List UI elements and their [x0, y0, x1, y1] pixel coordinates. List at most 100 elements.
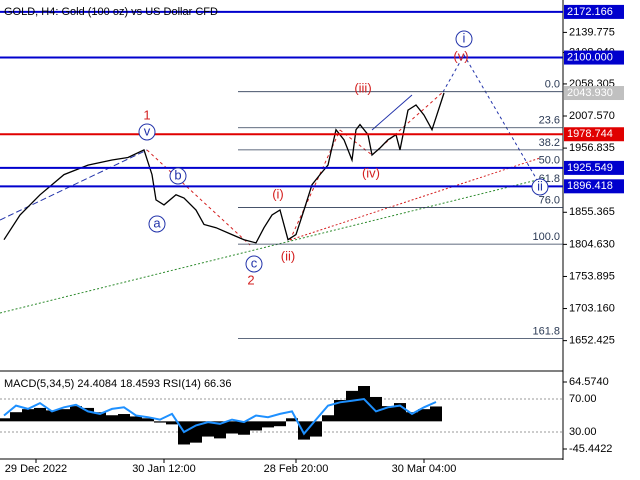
macd-bar — [46, 410, 58, 422]
wave-circle — [169, 167, 187, 185]
macd-bar — [202, 421, 214, 437]
macd-bar — [226, 421, 238, 434]
price-label: 2172.166 — [567, 6, 613, 18]
macd-bar — [262, 421, 274, 428]
y2-tick-label: 30.00 — [569, 426, 597, 438]
macd-bar — [310, 421, 322, 437]
projection-line — [442, 53, 541, 186]
price-label-box — [564, 4, 624, 19]
price-label-box — [564, 127, 624, 142]
macd-bar — [0, 418, 10, 422]
macd-bar — [286, 418, 298, 422]
wave-label: a — [153, 215, 161, 230]
macd-bar — [322, 415, 334, 422]
chart-title: GOLD, H4: Gold (100 oz) vs US Dollar CFD — [4, 6, 218, 18]
macd-bar — [250, 421, 262, 431]
wave-circle — [531, 178, 549, 196]
y-tick-label: 2007.570 — [569, 110, 615, 122]
price-label-box — [564, 50, 624, 65]
wave-label: v — [144, 123, 151, 138]
macd-bar — [34, 407, 46, 422]
macd-bar — [70, 406, 82, 422]
wave-line — [371, 91, 444, 156]
x-tick-label: 28 Feb 20:00 — [264, 463, 329, 475]
fib-label: 50.0 — [539, 155, 560, 167]
macd-bar — [154, 421, 166, 423]
wave-line — [289, 129, 341, 241]
macd-bar — [94, 412, 106, 422]
wave-label: (v) — [453, 48, 468, 63]
fib-label: 76.0 — [539, 194, 560, 206]
wave-label: b — [174, 167, 181, 182]
wave-label: 2 — [247, 272, 254, 287]
macd-bar — [238, 421, 250, 435]
macd-bar — [106, 415, 118, 422]
y-tick-label: 1652.425 — [569, 335, 615, 347]
macd-bar — [358, 386, 370, 422]
macd-bar — [418, 409, 430, 422]
price-label-box — [564, 86, 624, 101]
wave-circle — [138, 123, 156, 141]
macd-bar — [382, 406, 394, 422]
y-tick-label: 1855.365 — [569, 206, 615, 218]
wave-label: (iii) — [354, 80, 371, 95]
macd-bar — [370, 396, 382, 422]
wave-circle — [245, 255, 263, 273]
macd-bar — [334, 400, 346, 422]
y-tick-label: 64.5740 — [569, 376, 609, 388]
wave-label: (i) — [272, 186, 284, 201]
trend-line — [0, 149, 148, 221]
rsi-line — [3, 397, 437, 436]
macd-bar — [10, 412, 22, 422]
channel-line — [371, 94, 413, 131]
macd-bar — [298, 421, 310, 440]
y-tick-label: 2139.775 — [569, 26, 615, 38]
price-label: 2043.930 — [567, 87, 613, 99]
fib-label: 100.0 — [532, 231, 560, 243]
wave-label: 1 — [143, 107, 150, 122]
macd-bar — [406, 412, 418, 422]
y2-tick-label: 70.00 — [569, 393, 597, 405]
wave-label: ii — [537, 178, 543, 193]
trend-line — [0, 177, 546, 314]
macd-bar — [166, 421, 178, 425]
wave-line — [146, 149, 251, 246]
macd-bar — [214, 421, 226, 439]
wave-label: (ii) — [281, 248, 295, 263]
macd-bar — [58, 409, 70, 422]
indicator-title: MACD(5,34,5) 24.4084 18.4593 RSI(14) 66.… — [4, 378, 231, 390]
fib-label: 161.8 — [532, 325, 560, 337]
price-line — [3, 92, 445, 244]
macd-bar — [274, 421, 286, 427]
y-tick-label: 1703.160 — [569, 302, 615, 314]
macd-bar — [118, 414, 130, 422]
wave-circle — [455, 30, 473, 48]
wave-label: (iv) — [362, 165, 380, 180]
y-tick-label: 1804.630 — [569, 238, 615, 250]
fib-label: 23.6 — [539, 115, 560, 127]
x-tick-label: 30 Mar 04:00 — [392, 463, 457, 475]
wave-label: i — [463, 30, 466, 45]
macd-bar — [430, 406, 442, 422]
x-tick-label: 30 Jan 12:00 — [132, 463, 196, 475]
macd-bar — [346, 390, 358, 422]
x-tick-label: 29 Dec 2022 — [5, 463, 67, 475]
macd-bar — [22, 409, 34, 422]
price-label: 1896.418 — [567, 180, 613, 192]
price-label-box — [564, 179, 624, 194]
macd-bar — [142, 418, 154, 422]
price-label: 2100.000 — [567, 51, 613, 63]
y-tick-label: 1956.835 — [569, 142, 615, 154]
price-label: 1925.549 — [567, 162, 613, 174]
y-tick-label: -45.4422 — [569, 443, 612, 455]
macd-bar — [130, 416, 142, 422]
wave-circle — [148, 215, 166, 233]
price-label: 1978.744 — [567, 128, 613, 140]
y-tick-label: 1753.895 — [569, 270, 615, 282]
fib-label: 0.0 — [545, 79, 560, 91]
wave-label: c — [251, 255, 258, 270]
price-label-box — [564, 160, 624, 175]
fib-label: 38.2 — [539, 137, 560, 149]
